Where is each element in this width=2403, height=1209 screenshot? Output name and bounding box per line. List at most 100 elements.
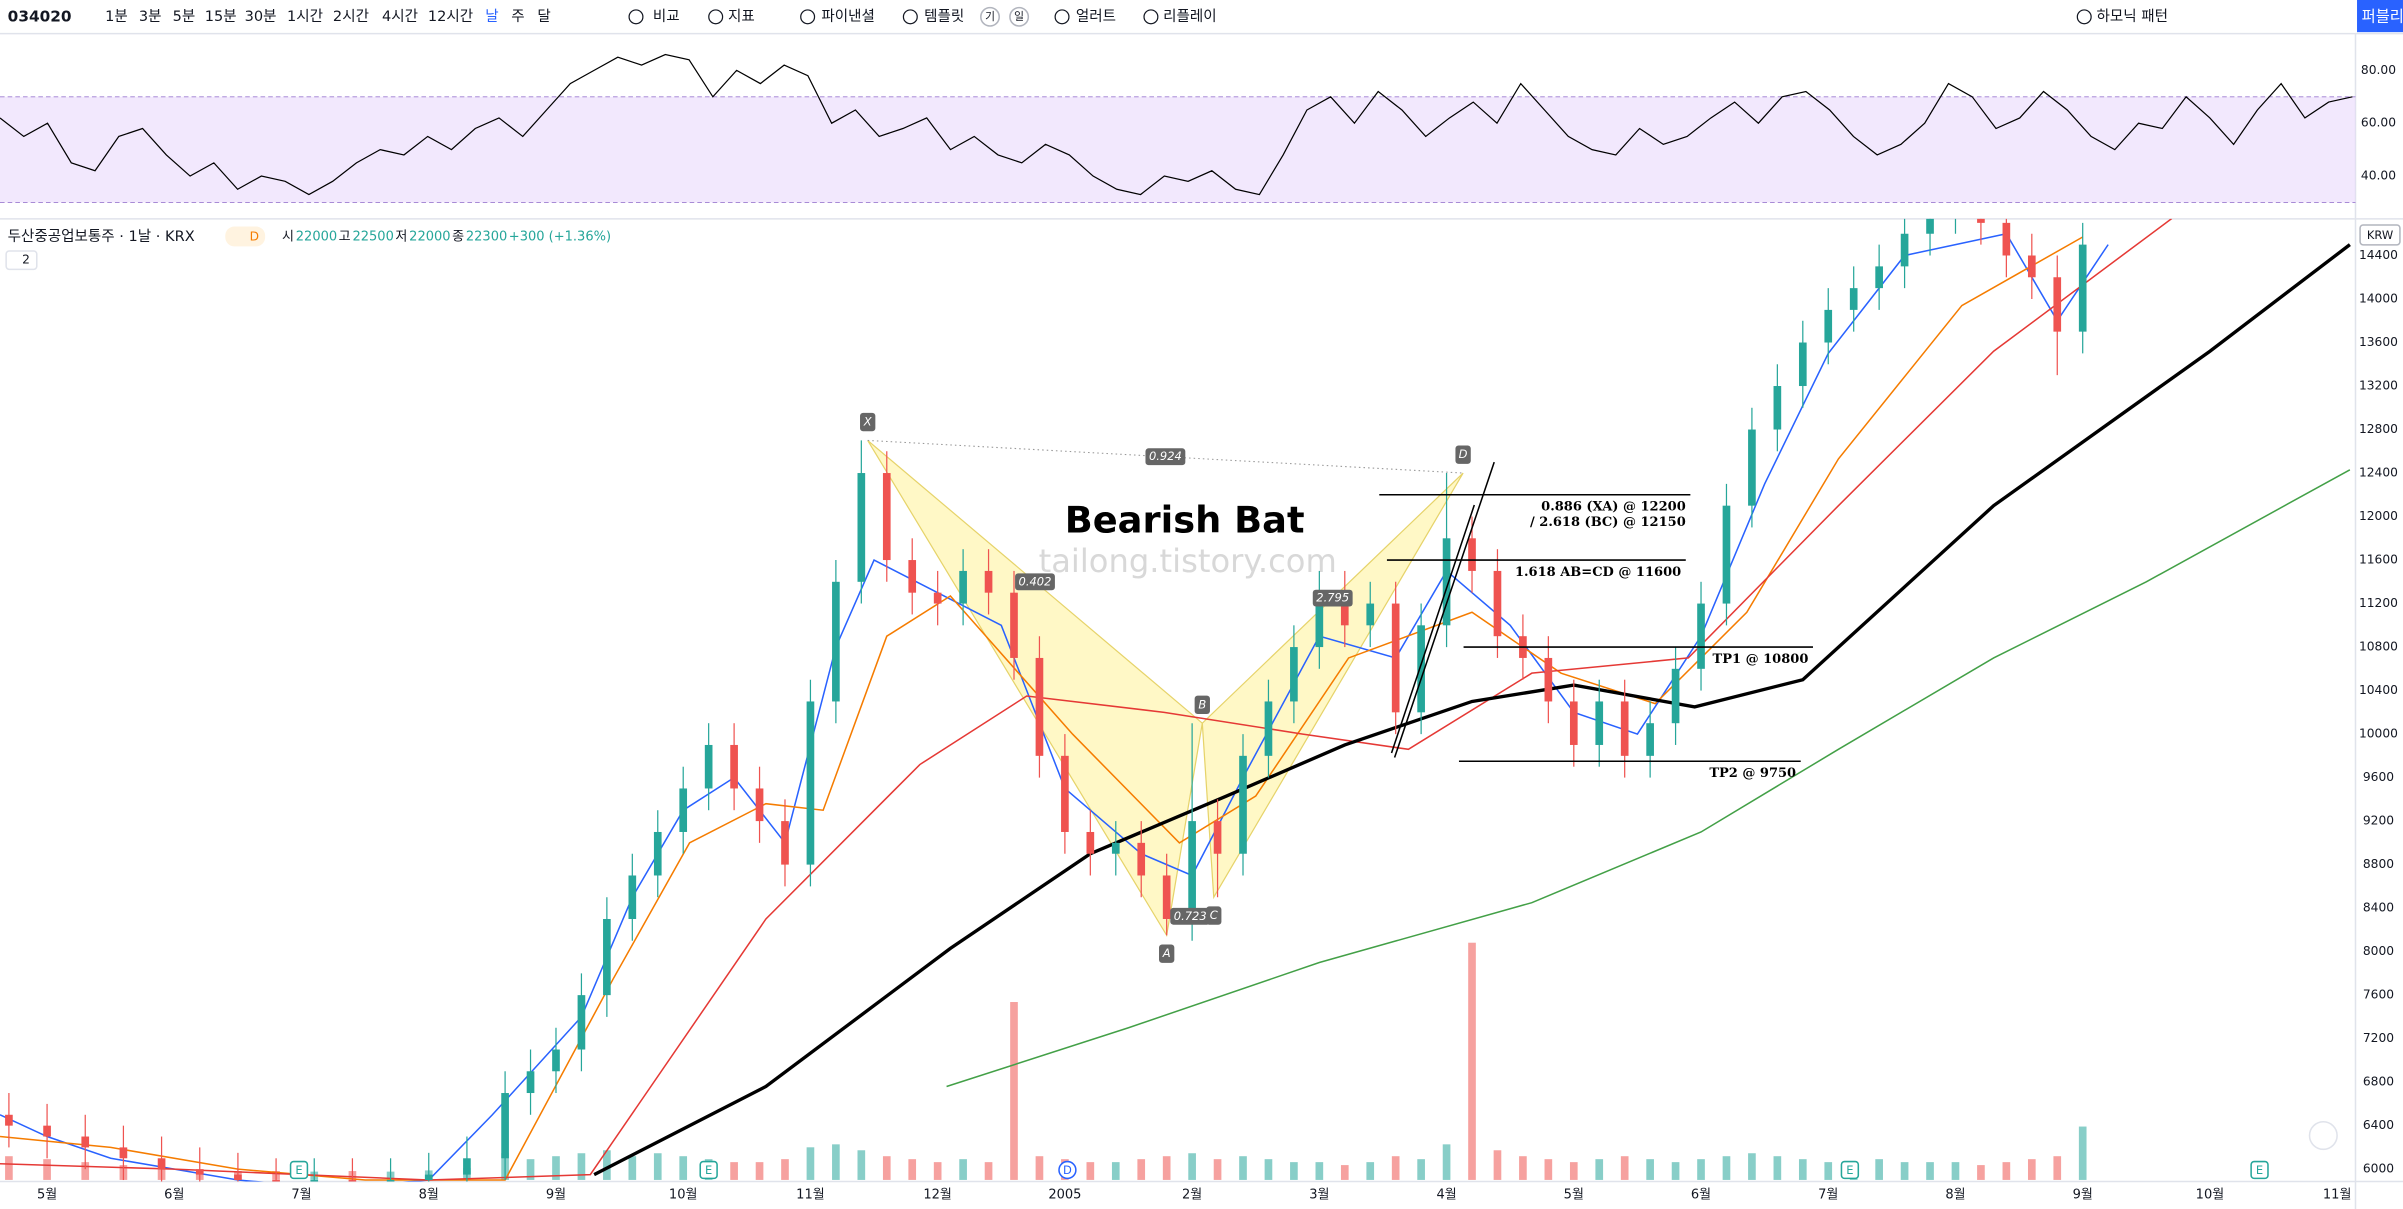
level-label: / 2.618 (BC) @ 12150: [1530, 515, 1686, 530]
interval-button[interactable]: 30분: [245, 9, 277, 25]
x-tick-label: 5월: [1564, 1188, 1584, 1203]
collapse-button[interactable]: 2: [22, 253, 30, 267]
event-marker[interactable]: D: [1063, 1163, 1072, 1177]
event-bg[interactable]: [289, 1160, 309, 1180]
candle-body: [386, 1180, 395, 1182]
y-tick-label: 9600: [2363, 770, 2394, 784]
event-bg[interactable]: [2250, 1160, 2269, 1180]
toolbar-icon: [708, 9, 724, 25]
candle-body: [1722, 505, 1731, 604]
event-bg[interactable]: [1058, 1160, 1077, 1180]
y-tick-label: 8800: [2363, 857, 2394, 871]
candle-body: [1646, 723, 1654, 756]
x-tick-label: 2005: [1048, 1188, 1081, 1203]
x-tick-label: 9월: [2073, 1188, 2093, 1203]
moving-average: [946, 469, 2351, 1088]
volume-bar: [2002, 1162, 2011, 1180]
interval-button[interactable]: 12시간: [428, 8, 473, 25]
badge[interactable]: 일: [1014, 10, 1024, 23]
volume-bar: [1824, 1162, 1833, 1180]
interval-button[interactable]: 주: [511, 9, 524, 25]
interval-button[interactable]: 달: [537, 8, 550, 25]
volume-bar: [81, 1162, 90, 1180]
volume-bar: [2027, 1159, 2036, 1180]
y-tick-label: 11200: [2359, 596, 2398, 610]
volume-bar: [1697, 1159, 1705, 1180]
candle-body: [1798, 342, 1807, 387]
interval-button[interactable]: 1분: [105, 9, 128, 25]
event-bg[interactable]: [699, 1160, 718, 1180]
volume-bar: [1748, 1153, 1756, 1180]
candle-body: [2027, 255, 2036, 278]
volume-bar: [1086, 1162, 1095, 1180]
y-tick-label: 10000: [2359, 727, 2398, 741]
publish-bg[interactable]: [2357, 0, 2403, 33]
candle-body: [1569, 701, 1578, 745]
compare-button[interactable]: 비교: [653, 8, 680, 25]
y-tick-label: 7600: [2363, 988, 2394, 1002]
x-tick-label: 5월: [37, 1188, 57, 1203]
event-bg[interactable]: [1840, 1160, 1860, 1180]
badge[interactable]: 기: [985, 10, 995, 23]
y-tick-label: 12400: [2359, 466, 2398, 480]
publish-button[interactable]: 퍼블리쉬: [2362, 7, 2403, 25]
interval-button[interactable]: 15분: [205, 9, 237, 25]
event-marker[interactable]: E: [1846, 1163, 1853, 1177]
replay-button[interactable]: 리플레이: [1163, 8, 1217, 25]
collapse-bg[interactable]: [5, 250, 38, 271]
ratio-label: 2.795: [1316, 591, 1349, 605]
symbol[interactable]: 034020: [8, 7, 72, 25]
volume-bar: [1137, 1159, 1146, 1180]
volume-bar: [1493, 1150, 1502, 1180]
interval-button[interactable]: 2시간: [333, 8, 369, 25]
alert-button[interactable]: 얼러트: [1076, 8, 1116, 25]
ratio-label: 0.402: [1019, 574, 1052, 588]
event-marker[interactable]: E: [295, 1163, 302, 1177]
candle-body: [1188, 821, 1196, 919]
event-marker[interactable]: E: [705, 1163, 712, 1177]
volume-bar: [1340, 1165, 1349, 1180]
candle-body: [628, 875, 637, 919]
candle-body: [1340, 592, 1349, 626]
volume-bar: [857, 1150, 866, 1180]
volume-bar: [577, 1153, 586, 1180]
scroll-button[interactable]: [2308, 1121, 2338, 1151]
volume-bar: [1442, 1144, 1451, 1180]
volume-bar: [1213, 1159, 1222, 1180]
volume-bar: [1798, 1159, 1807, 1180]
point-bg: [1159, 944, 1175, 963]
y-tick-label: 14000: [2359, 292, 2398, 306]
event-marker[interactable]: E: [2256, 1163, 2263, 1177]
volume-bar: [1111, 1162, 1120, 1180]
candle-body: [234, 1174, 242, 1181]
volume-bar: [1646, 1159, 1654, 1180]
trendline: [1393, 461, 1495, 758]
currency-bg[interactable]: [2359, 224, 2401, 246]
candle-body: [1849, 288, 1858, 310]
candle-body: [195, 1169, 204, 1175]
volume-bar: [653, 1153, 662, 1180]
candle-body: [882, 473, 891, 561]
volume-bar: [908, 1159, 917, 1180]
candle-body: [552, 1049, 560, 1072]
candle-body: [5, 1114, 13, 1126]
ratio-bg: [1145, 448, 1186, 466]
x-tick-label: 6월: [164, 1188, 184, 1203]
candle-body: [1111, 842, 1120, 854]
badge-circle: [1009, 6, 1030, 27]
financials-button[interactable]: 파이낸셜: [821, 8, 875, 25]
ratio-label: 0.723: [1174, 909, 1207, 923]
indicators-button[interactable]: 지표: [728, 8, 755, 25]
interval-button[interactable]: 3분: [139, 9, 162, 25]
volume-bar: [1264, 1159, 1273, 1180]
interval-button[interactable]: 1시간: [287, 8, 323, 25]
interval-button[interactable]: 5분: [173, 9, 196, 25]
interval-button[interactable]: 날: [485, 8, 498, 25]
ratio-bg: [1312, 589, 1353, 607]
volume-bar: [1951, 1162, 1960, 1180]
currency[interactable]: KRW: [2367, 228, 2393, 242]
interval-button[interactable]: 4시간: [382, 8, 418, 25]
templates-button[interactable]: 템플릿: [924, 8, 964, 25]
harmonic-button[interactable]: 하모닉 패턴: [2096, 8, 2168, 25]
volume-bar: [2078, 1126, 2087, 1180]
